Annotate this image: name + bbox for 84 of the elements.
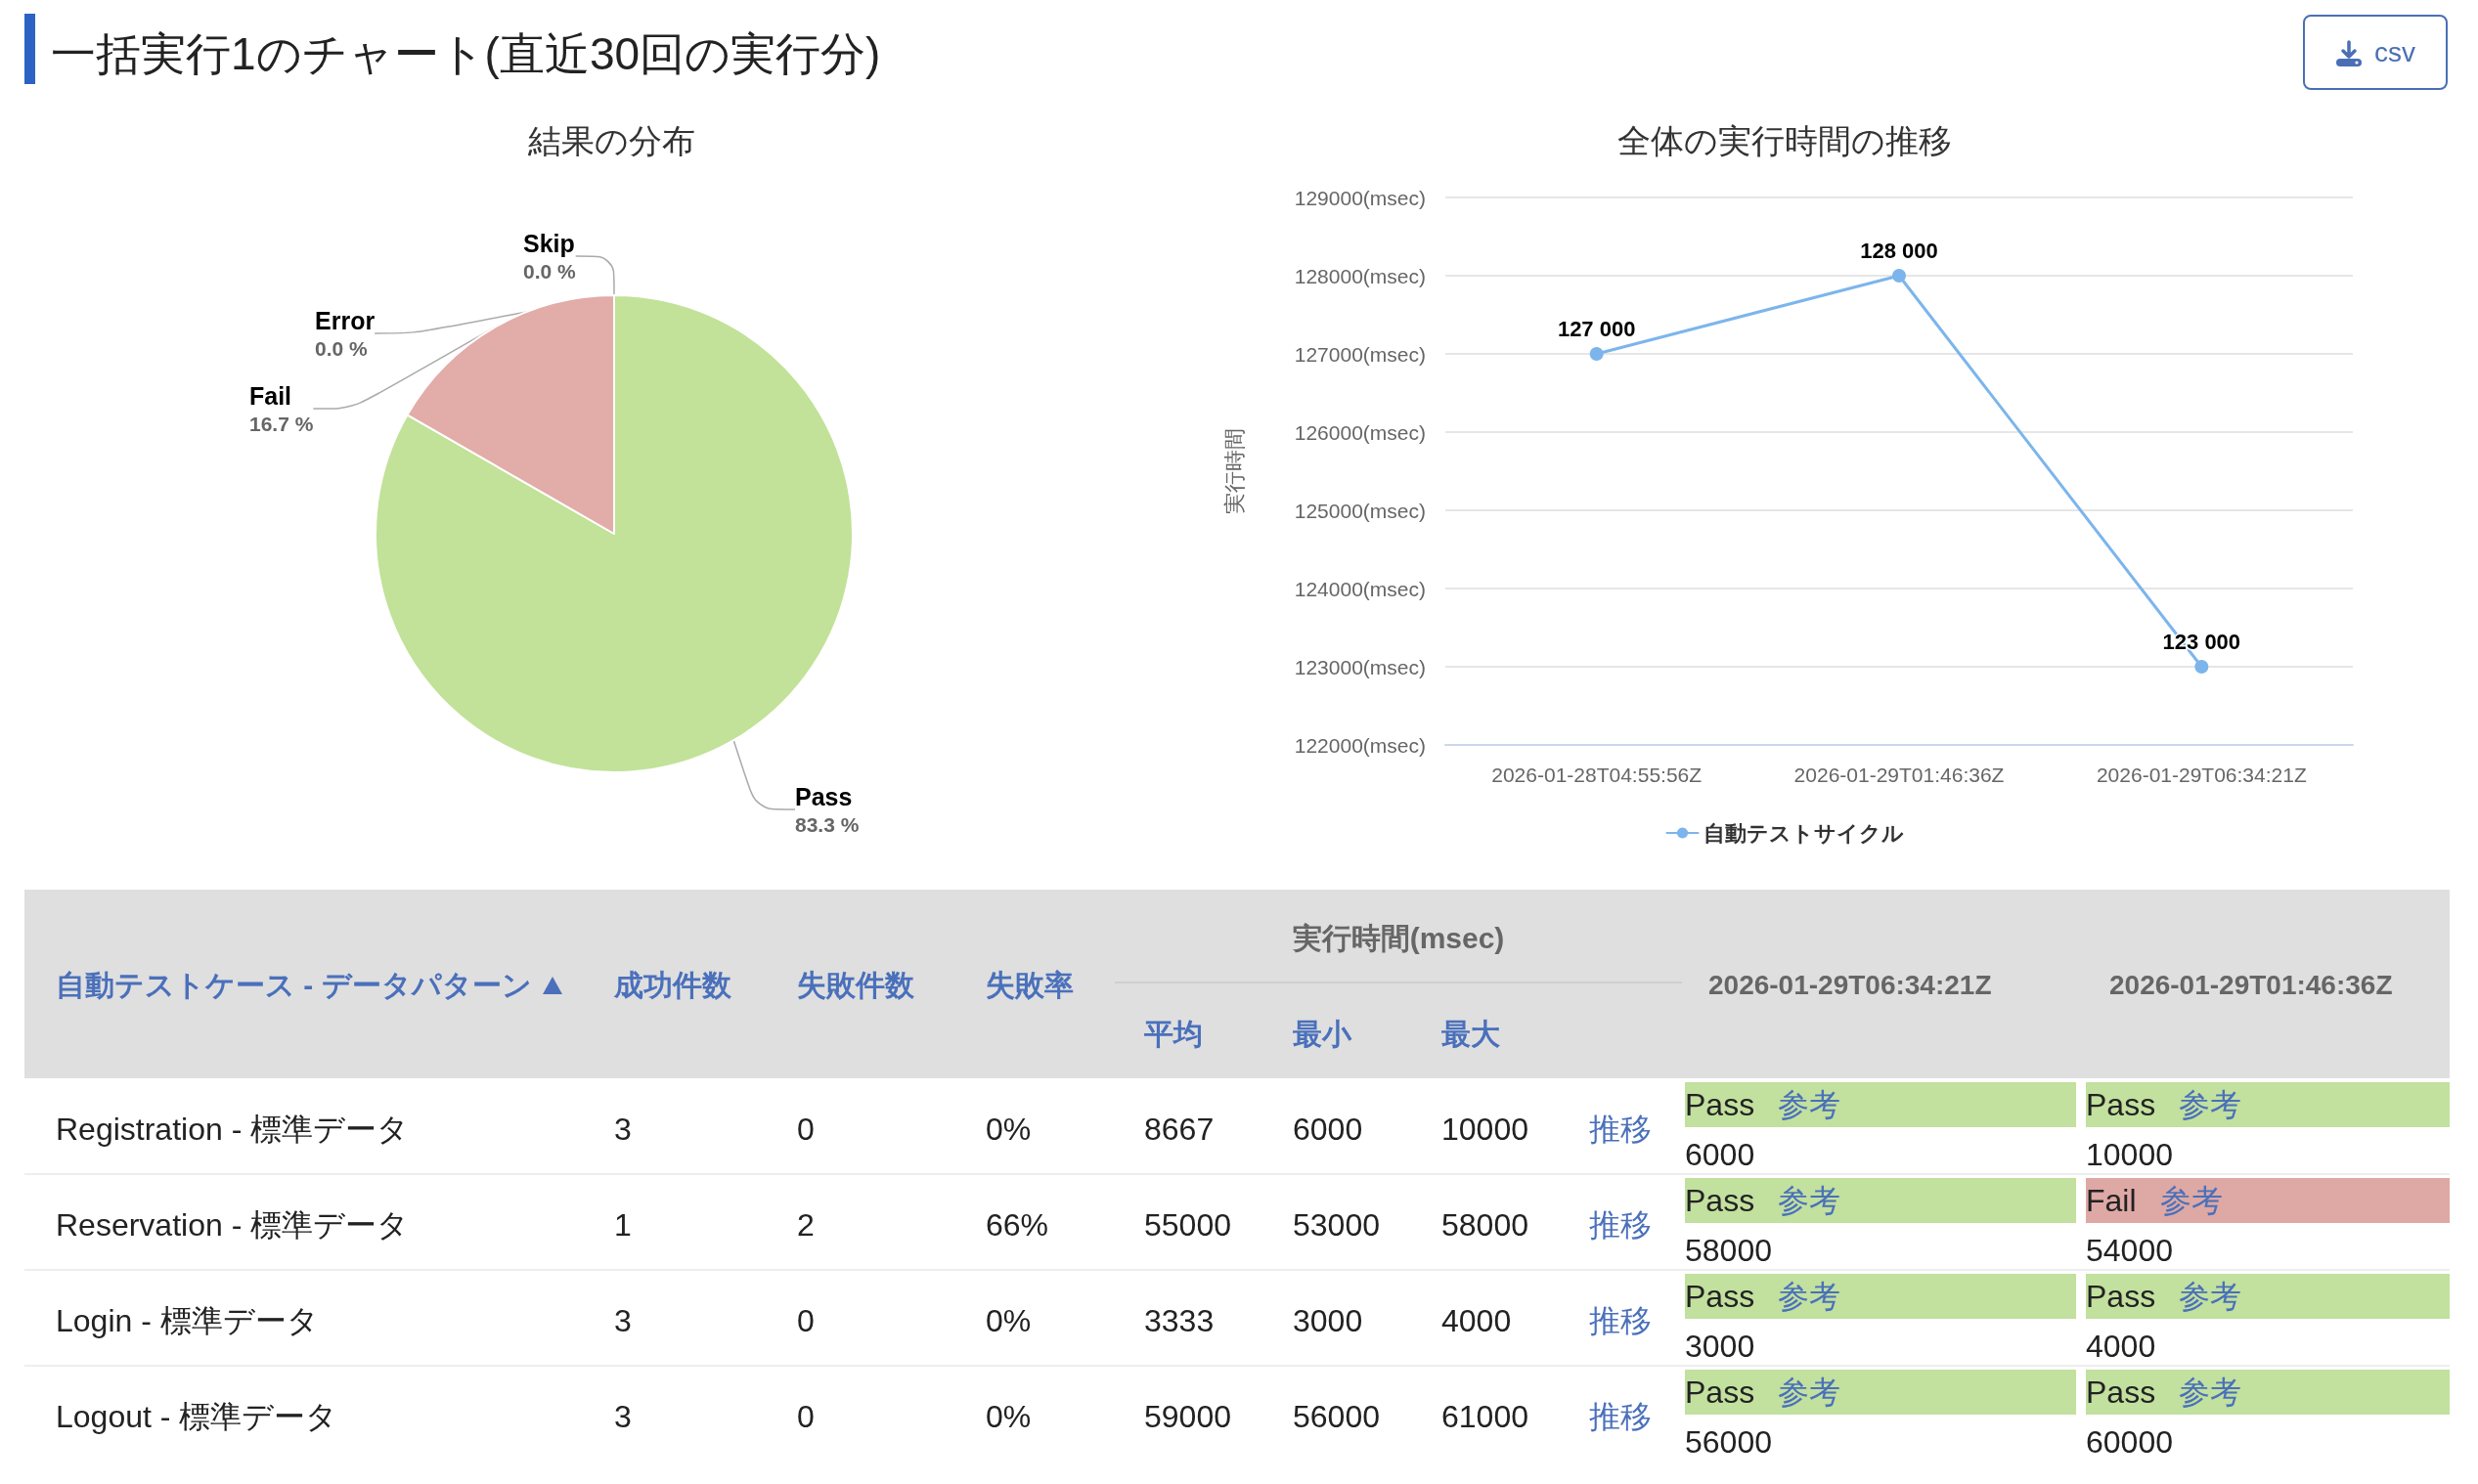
text: 自動テストケース - データパターン [56, 968, 532, 1003]
data-label: 推移 [1589, 1206, 1652, 1244]
data-label: 10000 [2086, 1136, 2173, 1174]
data-label: 53000 [1293, 1206, 1380, 1244]
data-label: 6000 [1293, 1111, 1363, 1149]
data-label: 60000 [2086, 1423, 2173, 1462]
data-label: 83.3 % [795, 812, 860, 836]
data-label: 3000 [1685, 1328, 1755, 1366]
y-tick-label: 122000(msec) [1294, 733, 1426, 757]
legend-label: 自動テストサイクル [1703, 820, 1904, 846]
text: 0.0 % [523, 259, 576, 283]
text: 2026-01-29T01:46:36Z [2109, 969, 2393, 1002]
category-label: Error [315, 307, 376, 334]
data-label: Pass 参考 [1685, 1279, 1841, 1314]
data-label: 2 [797, 1206, 815, 1244]
data-label: 58000 [1685, 1232, 1772, 1270]
data-label: 56000 [1293, 1398, 1380, 1436]
data-label: Pass 参考 [1685, 1375, 1841, 1410]
data-label: 10000 [1441, 1111, 1528, 1149]
data-label: 0 [797, 1111, 815, 1149]
data-label: 54000 [2086, 1232, 2173, 1270]
data-label: Pass 参考 [2086, 1279, 2242, 1314]
point [2194, 660, 2209, 674]
x-tick-label: 2026-01-29T06:34:21Z [2096, 764, 2307, 786]
data-label: 56000 [1685, 1423, 1772, 1462]
text: 失敗件数 [797, 968, 914, 1003]
category-label: Reservation - 標準データ [56, 1206, 410, 1244]
data-label: 61000 [1441, 1398, 1528, 1436]
data-label: 3 [614, 1302, 632, 1340]
category-label: Logout - 標準データ [56, 1398, 338, 1436]
text: 一括実行1のチャート(直近30回の実行分) [51, 27, 881, 81]
y-tick-label: 124000(msec) [1294, 577, 1426, 600]
chart-title: 結果の分布 [526, 122, 695, 159]
data-label: 推移 [1589, 1111, 1652, 1149]
data-label: 3000 [1293, 1302, 1363, 1340]
point [1589, 347, 1604, 361]
data-label: 59000 [1144, 1398, 1231, 1436]
text: 最大 [1441, 1017, 1500, 1052]
data-label: Pass 参考 [2086, 1087, 2242, 1122]
data-label: Pass 参考 [1685, 1087, 1841, 1122]
data-label: 4000 [1441, 1302, 1512, 1340]
slice-label: Pass [795, 783, 853, 810]
chart-title: 全体の実行時間の推移 [1617, 122, 1952, 159]
download-button: csv [2303, 15, 2448, 90]
data-label: Pass 参考 [1685, 1183, 1841, 1218]
data-label: 推移 [1589, 1398, 1652, 1436]
y-tick-label: 126000(msec) [1294, 420, 1426, 444]
data-label: 0 [797, 1302, 815, 1340]
text: 実行時間(msec) [1291, 921, 1506, 956]
data-label: 128 000 [1860, 238, 1938, 263]
data-label: 123 000 [2162, 629, 2241, 654]
text: 平均 [1144, 1017, 1203, 1052]
data-label: 127 000 [1557, 316, 1636, 341]
x-tick-label: 2026-01-28T04:55:56Z [1491, 764, 1703, 786]
data-label: Pass 参考 [2086, 1375, 2242, 1410]
y-axis-title: 実行時間 [1221, 428, 1247, 514]
text: 0.0 % [315, 336, 368, 360]
data-label: 3 [614, 1111, 632, 1149]
category-label: Skip [523, 230, 575, 257]
legend-label: 成功件数 [614, 968, 731, 1003]
x-tick-label: 2026-01-29T01:46:36Z [1793, 764, 2005, 786]
data-label: 推移 [1589, 1302, 1652, 1340]
data-label: 58000 [1441, 1206, 1528, 1244]
y-tick-label: 129000(msec) [1294, 186, 1426, 209]
data-label: 3 [614, 1398, 632, 1436]
point [1892, 269, 1906, 283]
data-label: 6000 [1685, 1136, 1755, 1174]
category-label: Login - 標準データ [56, 1302, 319, 1340]
data-label: 8667 [1144, 1111, 1215, 1149]
y-tick-label: 125000(msec) [1294, 499, 1426, 522]
data-label: Fail 参考 [2086, 1183, 2223, 1218]
text: 2026-01-29T06:34:21Z [1708, 969, 1992, 1002]
category-label: Registration - 標準データ [56, 1111, 410, 1149]
y-tick-label: 127000(msec) [1294, 342, 1426, 366]
data-label: 1 [614, 1206, 632, 1244]
data-label: 4000 [2086, 1328, 2156, 1366]
y-tick-label: 123000(msec) [1294, 655, 1426, 678]
data-label: 16.7 % [249, 412, 314, 435]
data-label: 0 [797, 1398, 815, 1436]
y-tick-label: 128000(msec) [1294, 264, 1426, 287]
slice-label: Fail [249, 382, 292, 410]
text: 最小 [1293, 1017, 1351, 1052]
data-label: 55000 [1144, 1206, 1231, 1244]
data-label: 3333 [1144, 1302, 1215, 1340]
